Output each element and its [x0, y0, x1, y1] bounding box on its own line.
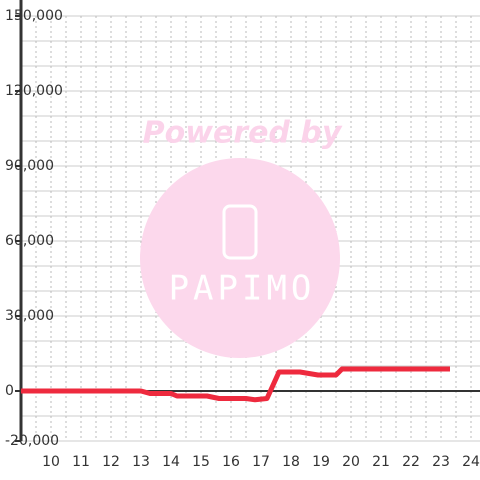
- x-tick-label: 17: [252, 454, 270, 470]
- y-tick-label: 120,000: [5, 83, 63, 99]
- y-tick-label: 150,000: [5, 8, 63, 24]
- x-tick-label: 12: [102, 454, 120, 470]
- x-tick-label: 24: [462, 454, 480, 470]
- x-tick-label: 22: [402, 454, 420, 470]
- x-tick-label: 18: [282, 454, 300, 470]
- y-tick-label: 60,000: [5, 233, 54, 249]
- x-tick-label: 11: [72, 454, 90, 470]
- y-tick-label: 0: [5, 383, 14, 399]
- grid: [21, 15, 480, 442]
- x-tick-label: 14: [162, 454, 180, 470]
- x-tick-label: 15: [192, 454, 210, 470]
- x-tick-label: 16: [222, 454, 240, 470]
- x-tick-label: 19: [312, 454, 330, 470]
- watermark-logo: PAPIMO: [169, 269, 316, 309]
- y-tick-label: 90,000: [5, 158, 54, 174]
- y-tick-label: -20,000: [5, 433, 59, 449]
- y-tick-label: 30,000: [5, 308, 54, 324]
- x-tick-label: 21: [372, 454, 390, 470]
- x-tick-label: 13: [132, 454, 150, 470]
- watermark: Powered by PAPIMO: [140, 116, 343, 358]
- watermark-text: Powered by: [143, 116, 343, 151]
- data-line: [21, 366, 450, 403]
- x-tick-label: 20: [342, 454, 360, 470]
- watermark-icon: [222, 204, 258, 260]
- x-tick-label: 10: [42, 454, 60, 470]
- x-tick-label: 23: [432, 454, 450, 470]
